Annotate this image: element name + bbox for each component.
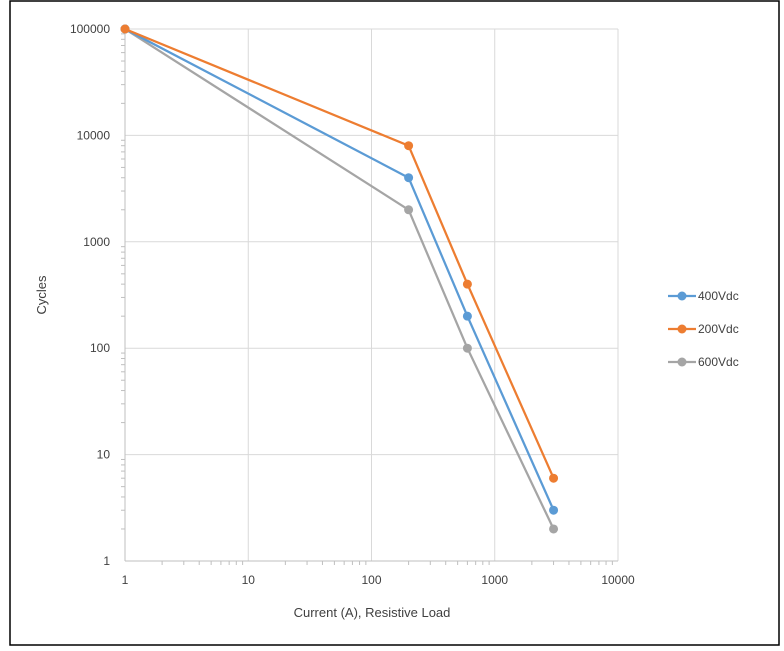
y-tick-label: 100 [90, 341, 110, 355]
grid-layer [125, 28, 619, 561]
x-tick-label: 1 [122, 573, 129, 587]
x-tick-label: 10 [242, 573, 256, 587]
y-tick-label: 1000 [83, 235, 110, 249]
legend-marker-400vdc [677, 291, 687, 301]
series-layer [120, 24, 559, 534]
y-tick-label: 10000 [77, 128, 111, 142]
y-tick-label: 100000 [70, 22, 110, 36]
data-point-400vdc [549, 505, 559, 515]
legend-marker-600vdc [677, 357, 687, 367]
x-tick-label: 1000 [481, 573, 508, 587]
data-point-600vdc [549, 524, 559, 534]
data-point-400vdc [462, 311, 472, 321]
legend-label-200vdc: 200Vdc [698, 322, 739, 336]
chart-frame [9, 0, 780, 646]
data-point-600vdc [462, 343, 472, 353]
axis-layer: 1 10 100 1000 10000 1 10 100 1000 10000 100000 [70, 22, 635, 587]
series-line-400vdc [124, 28, 555, 511]
series-line-600vdc [124, 28, 555, 530]
data-point-400vdc [404, 173, 414, 183]
data-point-600vdc [404, 205, 414, 215]
data-point-200vdc [404, 141, 414, 151]
data-point-200vdc [462, 279, 472, 289]
legend-label-600vdc: 600Vdc [698, 355, 739, 369]
x-tick-label: 10000 [601, 573, 635, 587]
x-axis-title: Current (A), Resistive Load [294, 605, 451, 620]
y-axis-title: Cycles [34, 275, 49, 315]
y-tick-label: 10 [97, 448, 111, 462]
x-tick-label: 100 [361, 573, 381, 587]
legend: 400Vdc 200Vdc 600Vdc [668, 289, 739, 369]
data-point-200vdc [549, 473, 559, 483]
legend-marker-200vdc [677, 324, 687, 334]
y-tick-label: 1 [103, 554, 110, 568]
legend-label-400vdc: 400Vdc [698, 289, 739, 303]
data-point-200vdc [120, 24, 130, 34]
series-line-200vdc [124, 27, 555, 479]
